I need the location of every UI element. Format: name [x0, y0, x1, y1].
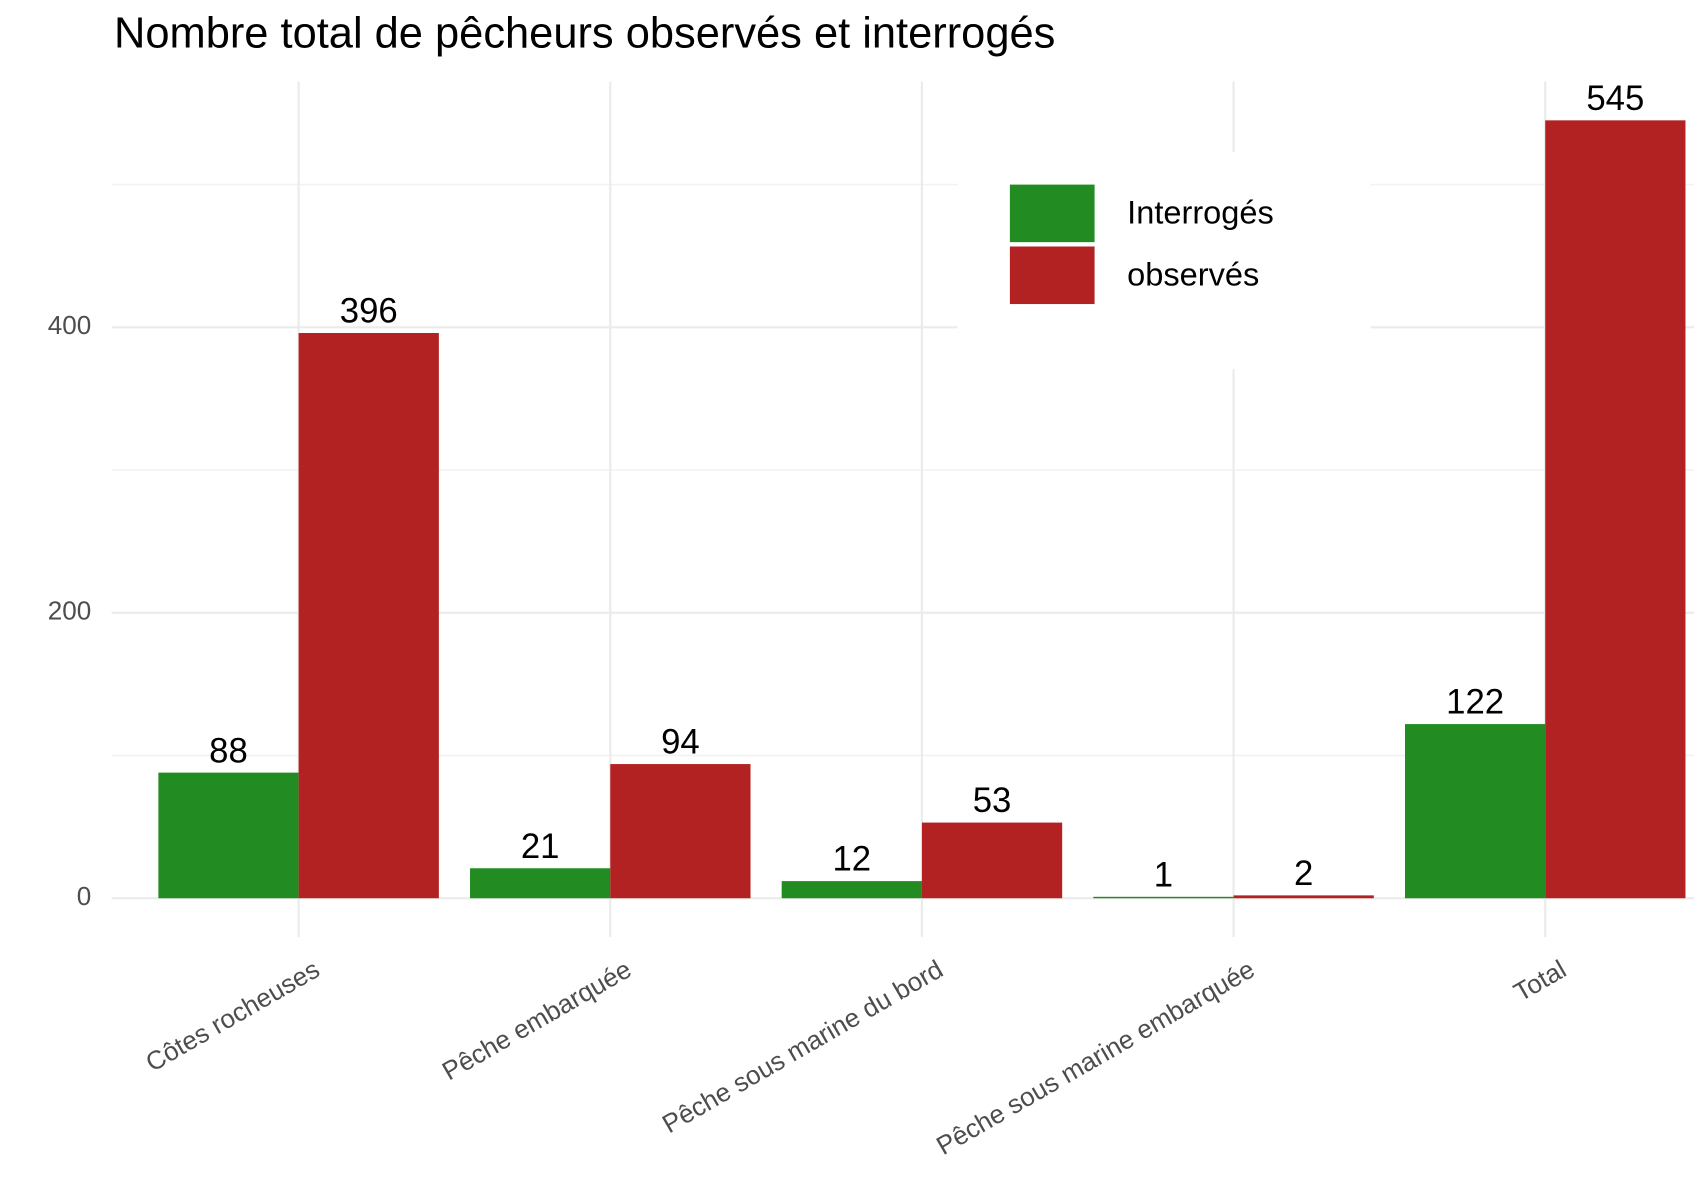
data-label: 12 — [832, 841, 871, 879]
bar — [298, 333, 439, 899]
bar — [1404, 724, 1546, 899]
bar — [470, 868, 611, 899]
bar — [1233, 895, 1374, 899]
x-tick-label: Total — [1509, 954, 1572, 1007]
data-label: 122 — [1446, 684, 1504, 722]
x-tick-label: Pêche sous marine embarquée — [931, 954, 1259, 1161]
bar — [921, 822, 1063, 899]
chart-title: Nombre total de pêcheurs observés et int… — [114, 9, 1055, 57]
legend-label: Interrogés — [1127, 195, 1274, 231]
y-tick-label: 400 — [48, 310, 91, 340]
y-tick-label: 0 — [77, 881, 92, 911]
x-tick-label: Pêche embarquée — [437, 954, 636, 1086]
data-label: 545 — [1586, 80, 1644, 118]
x-tick-label: Côtes rocheuses — [140, 954, 324, 1078]
data-label: 88 — [209, 732, 248, 770]
data-label: 396 — [340, 293, 398, 331]
legend-label: observés — [1127, 257, 1259, 293]
data-label: 94 — [661, 724, 700, 762]
x-tick-label: Pêche sous marine du bord — [657, 954, 948, 1139]
y-tick-label: 200 — [48, 596, 91, 626]
bar — [610, 764, 751, 899]
bar — [1545, 120, 1686, 899]
bar — [158, 772, 299, 899]
data-label: 1 — [1154, 856, 1173, 894]
legend: Interrogés observés — [957, 152, 1371, 370]
data-label: 21 — [521, 828, 560, 866]
bar — [1093, 896, 1234, 899]
data-label: 53 — [973, 782, 1012, 820]
bar — [781, 881, 922, 899]
data-label: 2 — [1294, 855, 1313, 893]
legend-key — [1009, 184, 1095, 243]
legend-key — [1009, 246, 1095, 305]
